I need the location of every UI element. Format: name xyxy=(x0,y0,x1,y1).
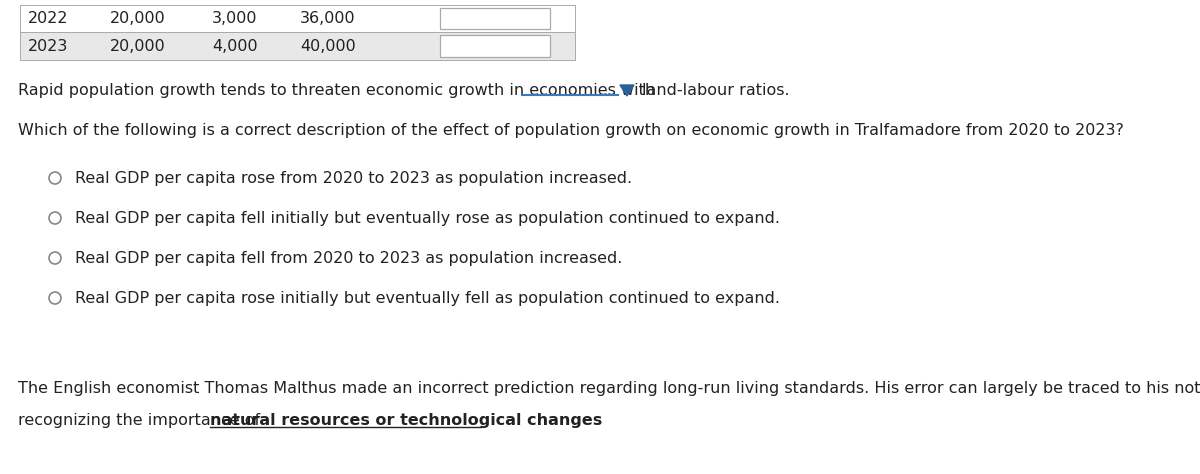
Text: 2023: 2023 xyxy=(28,38,68,54)
Bar xyxy=(440,35,550,57)
Text: Real GDP per capita rose from 2020 to 2023 as population increased.: Real GDP per capita rose from 2020 to 20… xyxy=(74,171,632,185)
Text: recognizing the importance of: recognizing the importance of xyxy=(18,412,260,428)
Text: Real GDP per capita fell from 2020 to 2023 as population increased.: Real GDP per capita fell from 2020 to 20… xyxy=(74,250,623,265)
Bar xyxy=(20,32,575,60)
Text: Real GDP per capita fell initially but eventually rose as population continued t: Real GDP per capita fell initially but e… xyxy=(74,210,780,226)
Bar xyxy=(440,8,550,29)
Text: The English economist Thomas Malthus made an incorrect prediction regarding long: The English economist Thomas Malthus mad… xyxy=(18,381,1200,395)
Text: 36,000: 36,000 xyxy=(300,11,356,26)
Text: 4,000: 4,000 xyxy=(212,38,258,54)
Text: land-labour ratios.: land-labour ratios. xyxy=(642,82,790,98)
Text: Rapid population growth tends to threaten economic growth in economies with: Rapid population growth tends to threate… xyxy=(18,82,655,98)
Text: 20,000: 20,000 xyxy=(110,38,166,54)
Text: Real GDP per capita rose initially but eventually fell as population continued t: Real GDP per capita rose initially but e… xyxy=(74,291,780,306)
Text: 3,000: 3,000 xyxy=(212,11,258,26)
Bar xyxy=(20,5,575,32)
Text: natural resources or technological changes: natural resources or technological chang… xyxy=(210,412,602,428)
Text: 40,000: 40,000 xyxy=(300,38,356,54)
Text: 2022: 2022 xyxy=(28,11,68,26)
Text: Which of the following is a correct description of the effect of population grow: Which of the following is a correct desc… xyxy=(18,122,1124,137)
Polygon shape xyxy=(620,85,634,96)
Text: 20,000: 20,000 xyxy=(110,11,166,26)
